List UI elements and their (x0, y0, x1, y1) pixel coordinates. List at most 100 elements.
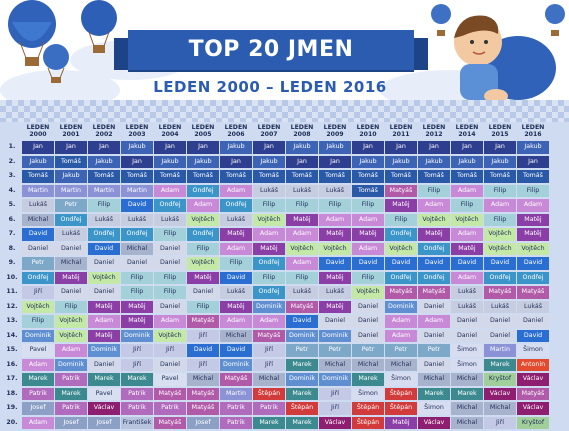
name-cell: Lukáš (220, 213, 252, 226)
name-cell: Dominik (286, 373, 318, 386)
name-cell: Jakub (484, 155, 516, 168)
name-cell: Matěj (121, 300, 153, 313)
name-cell: Vojtěch (319, 242, 351, 255)
name-cell: Tomáš (253, 170, 285, 183)
name-cell: Tomáš (55, 155, 87, 168)
name-cell: Tomáš (154, 170, 186, 183)
name-cell: Jan (121, 155, 153, 168)
name-cell: Filip (286, 271, 318, 284)
name-cell: Jakub (121, 141, 153, 154)
name-cell: Vojtěch (55, 329, 87, 342)
name-cell: David (352, 257, 384, 270)
name-cell: Adam (451, 184, 483, 197)
name-cell: David (385, 257, 417, 270)
name-cell: Matěj (55, 271, 87, 284)
name-cell: David (517, 329, 549, 342)
rank-label: 7. (8, 230, 16, 237)
name-cell: Adam (22, 358, 54, 371)
name-cell: Matěj (319, 228, 351, 241)
name-cell: Vojtěch (55, 315, 87, 328)
table-row: 6. Michal Ondřej Lukáš Lukáš Lukáš Vojtěch Luká… (3, 213, 549, 226)
column-header: LEDEN 2012 (418, 122, 450, 139)
name-cell: Jiří (253, 344, 285, 357)
name-cell: Jakub (88, 155, 120, 168)
column-header-year: 2006 (227, 131, 245, 138)
name-cell: Lukáš (517, 300, 549, 313)
name-cell: Matěj (121, 315, 153, 328)
name-cell: Adam (286, 257, 318, 270)
name-cell: Daniel (88, 257, 120, 270)
name-cell: Daniel (154, 358, 186, 371)
name-cell: Jakub (352, 155, 384, 168)
name-cell: Tomáš (451, 170, 483, 183)
name-cell: Petr (352, 344, 384, 357)
name-cell: Šimon (517, 344, 549, 357)
name-cell: Jiří (22, 286, 54, 299)
name-cell: Ondřej (418, 242, 450, 255)
name-cell: Josef (55, 416, 87, 429)
name-cell: Martin (88, 184, 120, 197)
name-cell: Adam (418, 315, 450, 328)
rank-label: 14. (6, 331, 18, 339)
name-cell: Adam (385, 315, 417, 328)
name-cell: František (121, 416, 153, 429)
column-header: LEDEN 2000 (22, 122, 54, 139)
name-cell: Adam (154, 315, 186, 328)
name-cell: Filip (253, 199, 285, 212)
name-cell: Michal (451, 402, 483, 415)
name-cell: Jakub (22, 155, 54, 168)
name-cell: Adam (220, 184, 252, 197)
name-cell: Petr (418, 344, 450, 357)
name-cell: Martin (55, 184, 87, 197)
rank-label: 5. (8, 201, 16, 208)
column-header: LEDEN 2014 (451, 122, 483, 139)
column-header-year: 2012 (425, 131, 443, 138)
name-cell: Michal (451, 373, 483, 386)
name-cell: Vojtěch (154, 329, 186, 342)
name-cell: Jakub (451, 155, 483, 168)
name-cell: Matyáš (187, 402, 219, 415)
name-cell: Jiří (121, 358, 153, 371)
name-cell: David (121, 199, 153, 212)
table-row: 10. Ondřej Matěj Vojtěch Filip Filip Matěj Davi… (3, 271, 549, 284)
name-cell: Filip (187, 242, 219, 255)
name-cell: Tomáš (121, 170, 153, 183)
name-cell: Vojtěch (517, 242, 549, 255)
name-cell: Petr (319, 344, 351, 357)
name-cell: Dominik (385, 300, 417, 313)
name-cell: Matěj (88, 329, 120, 342)
name-cell: Jan (319, 155, 351, 168)
diamond-pattern (0, 100, 569, 122)
name-cell: Vojtěch (484, 242, 516, 255)
name-cell: Pavel (88, 387, 120, 400)
hot-air-balloon-icon (8, 0, 56, 66)
name-cell: Matyáš (253, 329, 285, 342)
name-cell: Vojtěch (385, 242, 417, 255)
name-cell: Filip (220, 257, 252, 270)
name-cell: Daniel (187, 286, 219, 299)
name-cell: Tomáš (484, 170, 516, 183)
name-cell: Lukáš (484, 300, 516, 313)
column-header-year: 2003 (128, 131, 146, 138)
baby-illustration (454, 15, 556, 103)
name-cell: Jan (286, 155, 318, 168)
name-cell: Adam (451, 228, 483, 241)
name-cell: Daniel (517, 315, 549, 328)
name-cell: Filip (22, 315, 54, 328)
column-header-year: 2014 (458, 131, 476, 138)
name-cell: Štěpán (385, 402, 417, 415)
name-cell: Filip (517, 184, 549, 197)
rank-label: 9. (8, 259, 16, 266)
name-cell: David (220, 271, 252, 284)
name-cell: Ondřej (385, 228, 417, 241)
name-cell: Ondřej (88, 228, 120, 241)
table-row: 18. Patrik Marek Pavel Patrik Matyáš Matyáš Mar… (3, 387, 549, 400)
name-cell: Štěpán (352, 416, 384, 429)
name-cell: Šimon (451, 358, 483, 371)
name-cell: Adam (253, 228, 285, 241)
table-row: 11. Jiří Daniel Daniel Filip Filip Daniel Lukáš… (3, 286, 549, 299)
corner-cell (3, 122, 21, 139)
name-cell: Jan (154, 141, 186, 154)
name-cell: Matěj (187, 271, 219, 284)
name-cell: David (22, 228, 54, 241)
